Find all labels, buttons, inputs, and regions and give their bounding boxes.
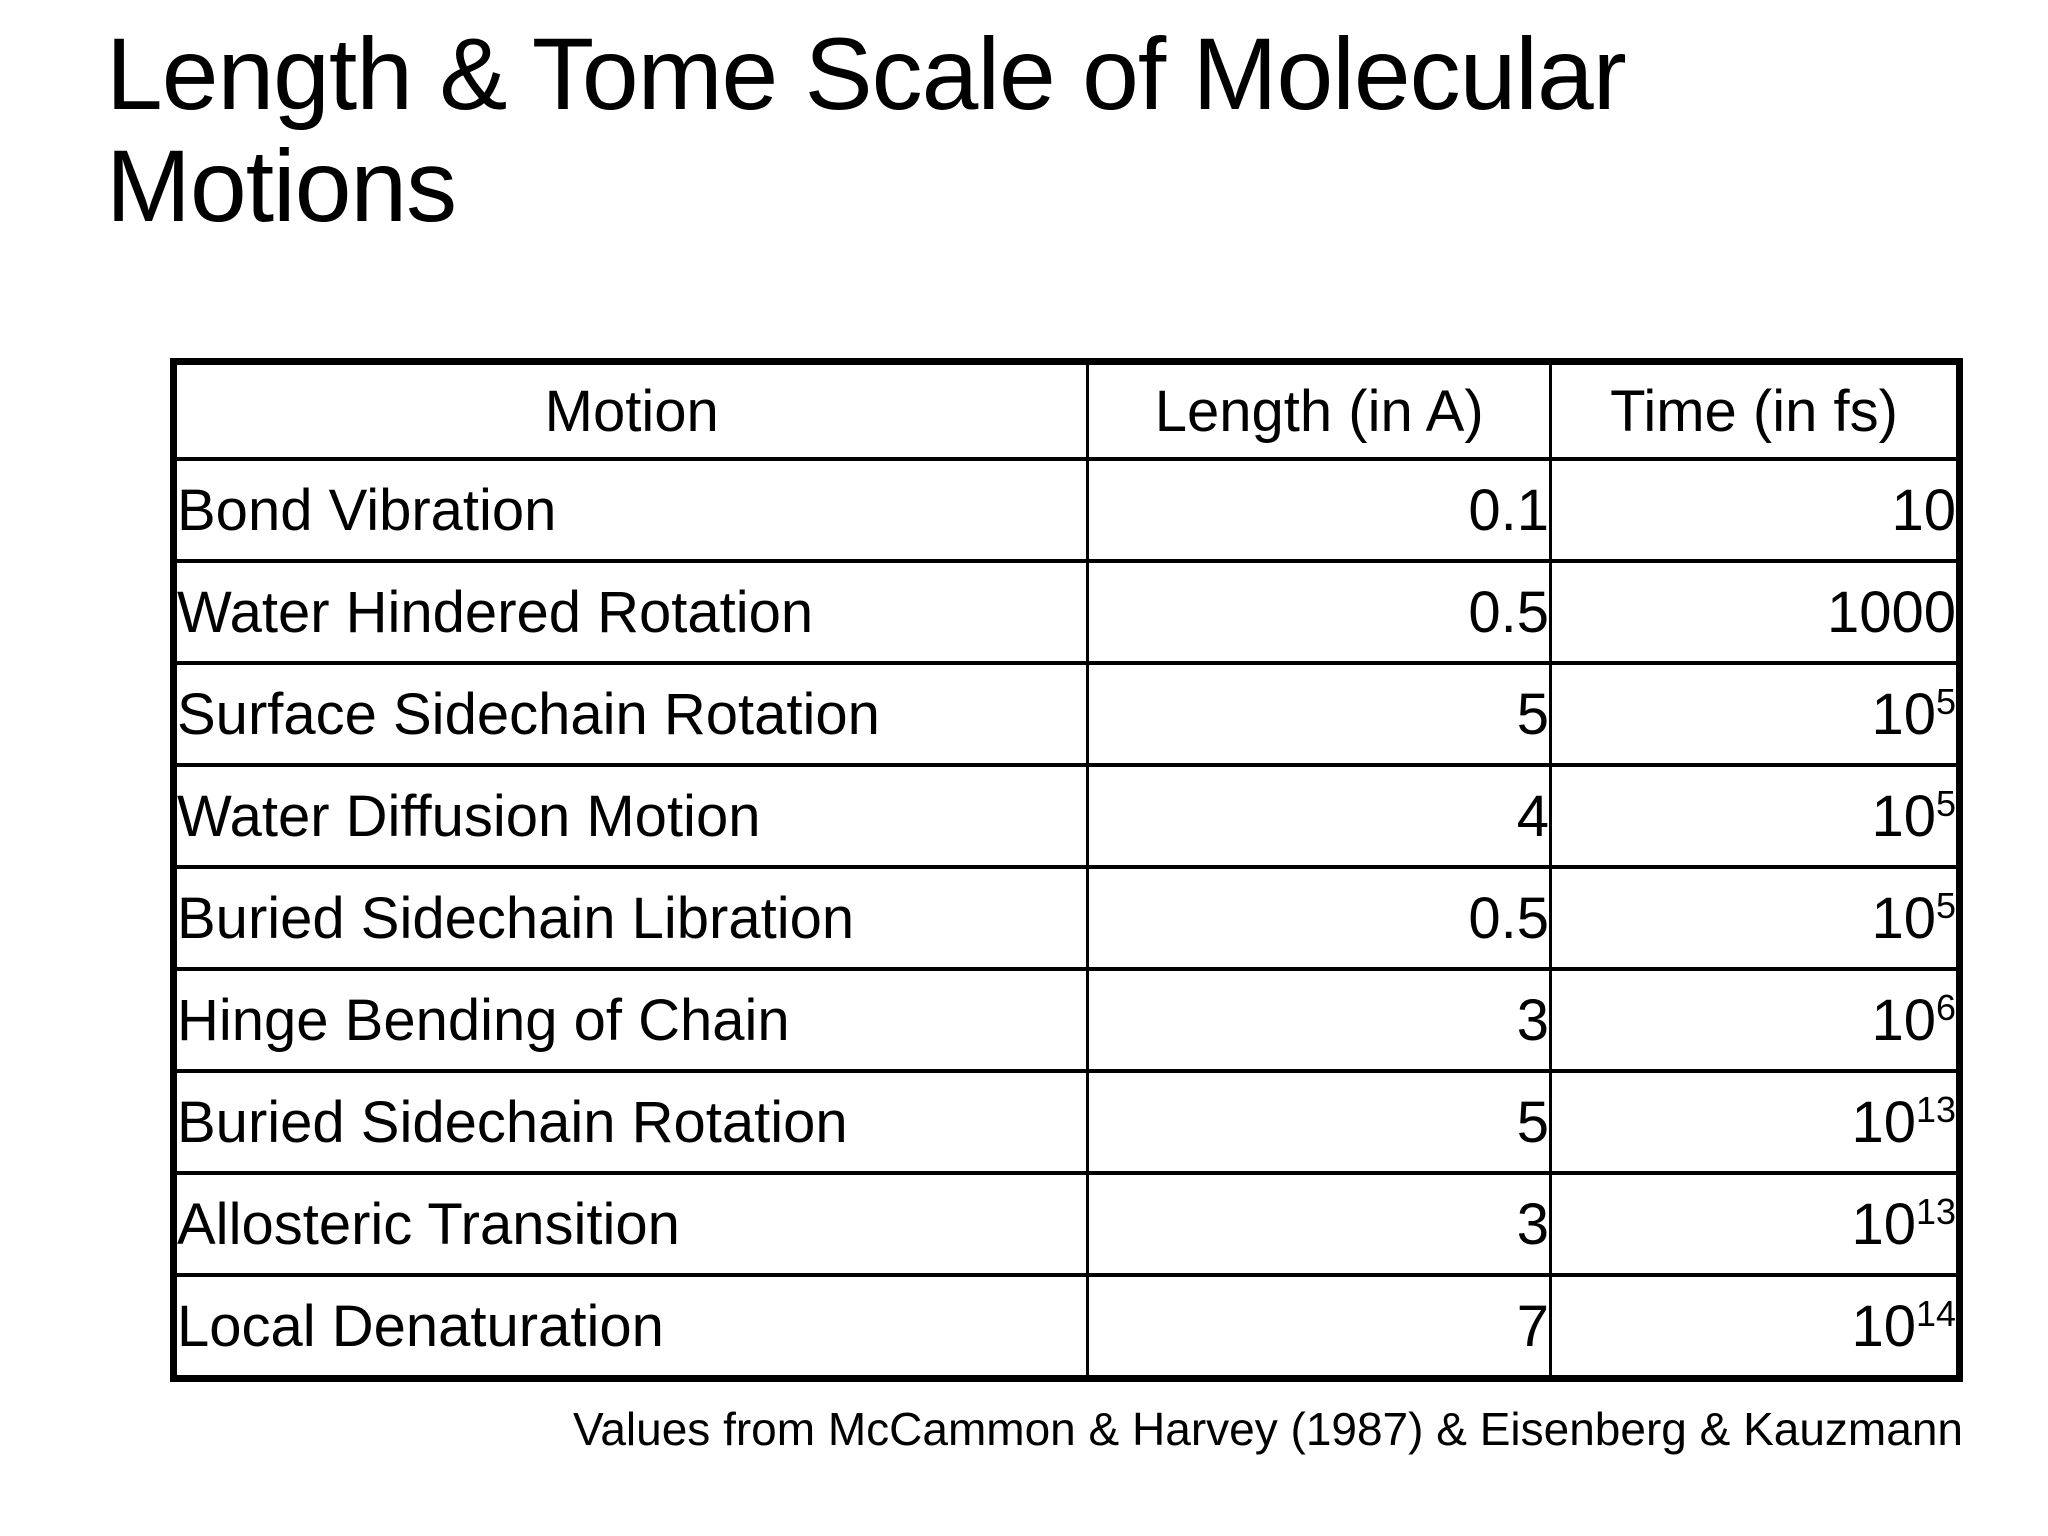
time-cell: 106 xyxy=(1549,967,1961,1073)
table-row: Bond Vibration 0.1 10 xyxy=(171,457,1961,563)
motion-cell: Buried Sidechain Rotation xyxy=(171,1069,1090,1175)
time-base: 1000 xyxy=(1826,579,1956,645)
time-exponent: 13 xyxy=(1916,1088,1956,1130)
length-cell: 3 xyxy=(1086,967,1552,1073)
time-base: 10 xyxy=(1891,477,1956,543)
column-header-time: Time (in fs) xyxy=(1549,359,1961,461)
time-exponent: 13 xyxy=(1916,1190,1956,1232)
time-cell: 105 xyxy=(1549,763,1961,869)
time-base: 10 xyxy=(1871,783,1936,849)
length-cell: 0.5 xyxy=(1086,559,1552,665)
time-cell: 10 xyxy=(1549,457,1961,563)
time-exponent: 5 xyxy=(1936,782,1956,824)
length-cell: 5 xyxy=(1086,1069,1552,1175)
motion-cell: Local Denaturation xyxy=(171,1273,1090,1381)
length-cell: 0.1 xyxy=(1086,457,1552,563)
time-cell: 105 xyxy=(1549,661,1961,767)
table-row: Allosteric Transition 3 1013 xyxy=(171,1171,1961,1277)
motions-table-container: Motion Length (in A) Time (in fs) Bond V… xyxy=(170,358,1963,1382)
length-cell: 3 xyxy=(1086,1171,1552,1277)
table-row: Water Hindered Rotation 0.5 1000 xyxy=(171,559,1961,665)
length-cell: 0.5 xyxy=(1086,865,1552,971)
time-cell: 105 xyxy=(1549,865,1961,971)
table-row: Hinge Bending of Chain 3 106 xyxy=(171,967,1961,1073)
table-header-row: Motion Length (in A) Time (in fs) xyxy=(171,359,1961,461)
time-base: 10 xyxy=(1851,1191,1916,1257)
time-base: 10 xyxy=(1851,1293,1916,1359)
motions-table: Motion Length (in A) Time (in fs) Bond V… xyxy=(170,358,1963,1382)
motion-cell: Water Diffusion Motion xyxy=(171,763,1090,869)
time-cell: 1014 xyxy=(1549,1273,1961,1381)
column-header-motion: Motion xyxy=(171,359,1090,461)
time-base: 10 xyxy=(1871,987,1936,1053)
time-base: 10 xyxy=(1851,1089,1916,1155)
page-title-line1: Length & Tome Scale of Molecular xyxy=(106,17,1627,131)
page-title: Length & Tome Scale of Molecular Motions xyxy=(106,17,1627,244)
time-cell: 1000 xyxy=(1549,559,1961,665)
motion-cell: Water Hindered Rotation xyxy=(171,559,1090,665)
time-exponent: 6 xyxy=(1936,986,1956,1028)
table-row: Surface Sidechain Rotation 5 105 xyxy=(171,661,1961,767)
time-exponent: 14 xyxy=(1916,1292,1956,1334)
length-cell: 7 xyxy=(1086,1273,1552,1381)
page-title-line2: Motions xyxy=(106,129,457,244)
length-cell: 5 xyxy=(1086,661,1552,767)
time-exponent: 5 xyxy=(1936,884,1956,926)
motion-cell: Hinge Bending of Chain xyxy=(171,967,1090,1073)
time-base: 10 xyxy=(1871,681,1936,747)
table-row: Buried Sidechain Libration 0.5 105 xyxy=(171,865,1961,971)
table-row: Buried Sidechain Rotation 5 1013 xyxy=(171,1069,1961,1175)
motion-cell: Bond Vibration xyxy=(171,457,1090,563)
motion-cell: Surface Sidechain Rotation xyxy=(171,661,1090,767)
table-row: Water Diffusion Motion 4 105 xyxy=(171,763,1961,869)
time-cell: 1013 xyxy=(1549,1069,1961,1175)
time-exponent: 5 xyxy=(1936,680,1956,722)
time-base: 10 xyxy=(1871,885,1936,951)
column-header-length: Length (in A) xyxy=(1086,359,1552,461)
motion-cell: Buried Sidechain Libration xyxy=(171,865,1090,971)
motion-cell: Allosteric Transition xyxy=(171,1171,1090,1277)
length-cell: 4 xyxy=(1086,763,1552,869)
time-cell: 1013 xyxy=(1549,1171,1961,1277)
table-row: Local Denaturation 7 1014 xyxy=(171,1273,1961,1381)
source-caption: Values from McCammon & Harvey (1987) & E… xyxy=(573,1403,1963,1455)
